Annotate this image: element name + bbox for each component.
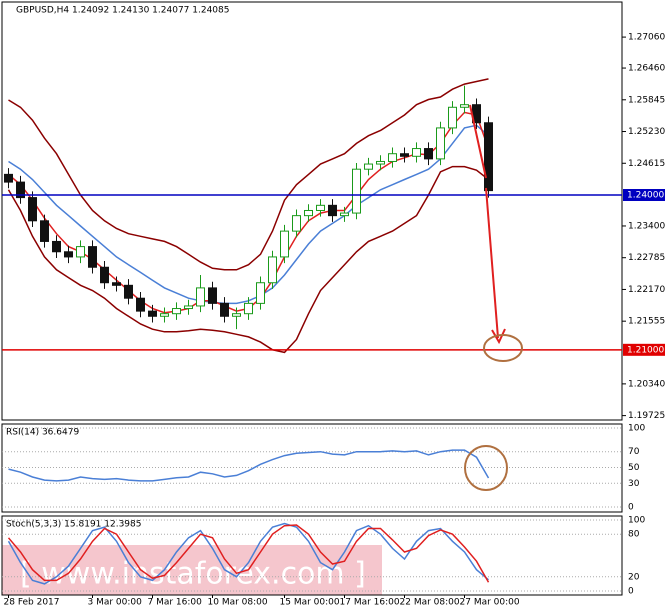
indicator-title: Stoch(5,3,3) 15.8191 12.3985	[6, 520, 141, 530]
candle-body	[184, 305, 193, 310]
candle-body	[340, 212, 349, 217]
candle-body	[268, 256, 277, 284]
y-tick-label: 1.26460	[628, 64, 665, 74]
candle-body	[460, 104, 469, 108]
candle-body	[448, 106, 457, 129]
candle-body	[136, 297, 145, 312]
candle-body	[124, 284, 133, 299]
y-tick-label: 1.24615	[628, 159, 665, 169]
candle-body	[352, 168, 361, 214]
candle-body	[4, 173, 13, 183]
candle-body	[304, 209, 313, 217]
rsi-circle	[464, 445, 508, 491]
x-tick-label: 10 Mar 08:00	[208, 598, 268, 608]
y-tick-label: 1.25845	[628, 95, 665, 105]
candle-body	[16, 181, 25, 199]
indicator-line	[8, 449, 490, 482]
chart-title: GBPUSD,H4 1.24092 1.24130 1.24077 1.2408…	[16, 6, 229, 16]
candle-body	[400, 153, 409, 157]
level-label: 1.21000	[627, 345, 664, 355]
overlay-line	[8, 78, 489, 271]
candle-body	[76, 246, 85, 258]
y-tick-label: 100	[628, 516, 645, 526]
level-label-box	[623, 343, 665, 356]
indicator-line	[7, 524, 490, 583]
x-tick-label: 17 Mar 16:00	[340, 598, 400, 608]
y-tick-label: 1.23400	[628, 221, 665, 231]
candle-body	[412, 148, 421, 157]
candle-body	[160, 313, 169, 317]
y-tick-label: 30	[628, 479, 640, 489]
y-tick-label: 0	[628, 587, 634, 597]
y-tick-label: 1.21555	[628, 317, 665, 327]
candle-body	[40, 220, 49, 242]
candle-body	[292, 215, 301, 232]
candle-body	[172, 308, 181, 315]
candle-body	[112, 282, 121, 286]
candle-body	[364, 163, 373, 170]
arrow	[469, 104, 499, 339]
x-tick-label: 28 Feb 2017	[4, 598, 60, 608]
y-tick-label: 80	[628, 530, 640, 540]
candle-body	[100, 266, 109, 284]
target-circle	[483, 334, 523, 362]
candle-body	[88, 246, 97, 268]
indicator-title: RSI(14) 36.6479	[6, 428, 79, 438]
candle-body	[280, 230, 289, 258]
y-tick-label: 1.22785	[628, 253, 665, 263]
candle-body	[64, 251, 73, 258]
watermark-box	[2, 545, 382, 595]
candle-body	[196, 287, 205, 307]
candle-body	[28, 197, 37, 222]
level-label-box	[623, 189, 665, 202]
y-tick-label: 1.19725	[628, 411, 665, 421]
candle-body	[328, 204, 337, 217]
candle-body	[256, 282, 265, 304]
candle-body	[436, 127, 445, 160]
x-tick-label: 15 Mar 00:00	[280, 598, 340, 608]
y-tick-label: 1.20340	[628, 379, 665, 389]
candle-body	[52, 240, 61, 253]
x-tick-label: 3 Mar 00:00	[88, 598, 143, 608]
candle-body	[244, 302, 253, 315]
candle-body	[232, 313, 241, 317]
overlay-line	[7, 165, 489, 354]
stoch-frame	[1, 515, 623, 596]
y-tick-label: 100	[628, 424, 645, 434]
candle-body	[220, 302, 229, 317]
candle-body	[388, 153, 397, 162]
y-tick-label: 1.22170	[628, 285, 665, 295]
main-frame	[1, 1, 623, 421]
candle-body	[484, 122, 493, 192]
x-tick-label: 7 Mar 16:00	[148, 598, 203, 608]
candle-body	[208, 287, 217, 304]
candle-body	[148, 310, 157, 317]
y-tick-label: 20	[628, 572, 640, 582]
y-tick-label: 70	[628, 447, 640, 457]
candle-body	[424, 148, 433, 160]
indicator-line	[7, 522, 489, 585]
y-tick-label: 0	[628, 503, 634, 513]
y-tick-label: 50	[628, 463, 640, 473]
arrow-head	[491, 328, 506, 345]
x-tick-label: 27 Mar 00:00	[460, 598, 520, 608]
y-tick-label: 1.27060	[628, 33, 665, 43]
y-tick-label: 1.25230	[628, 127, 665, 137]
x-tick-label: 22 Mar 08:00	[400, 598, 460, 608]
level-label: 1.24000	[627, 191, 664, 201]
candle-body	[376, 160, 385, 165]
annotations	[464, 104, 523, 491]
candle-body	[316, 204, 325, 211]
